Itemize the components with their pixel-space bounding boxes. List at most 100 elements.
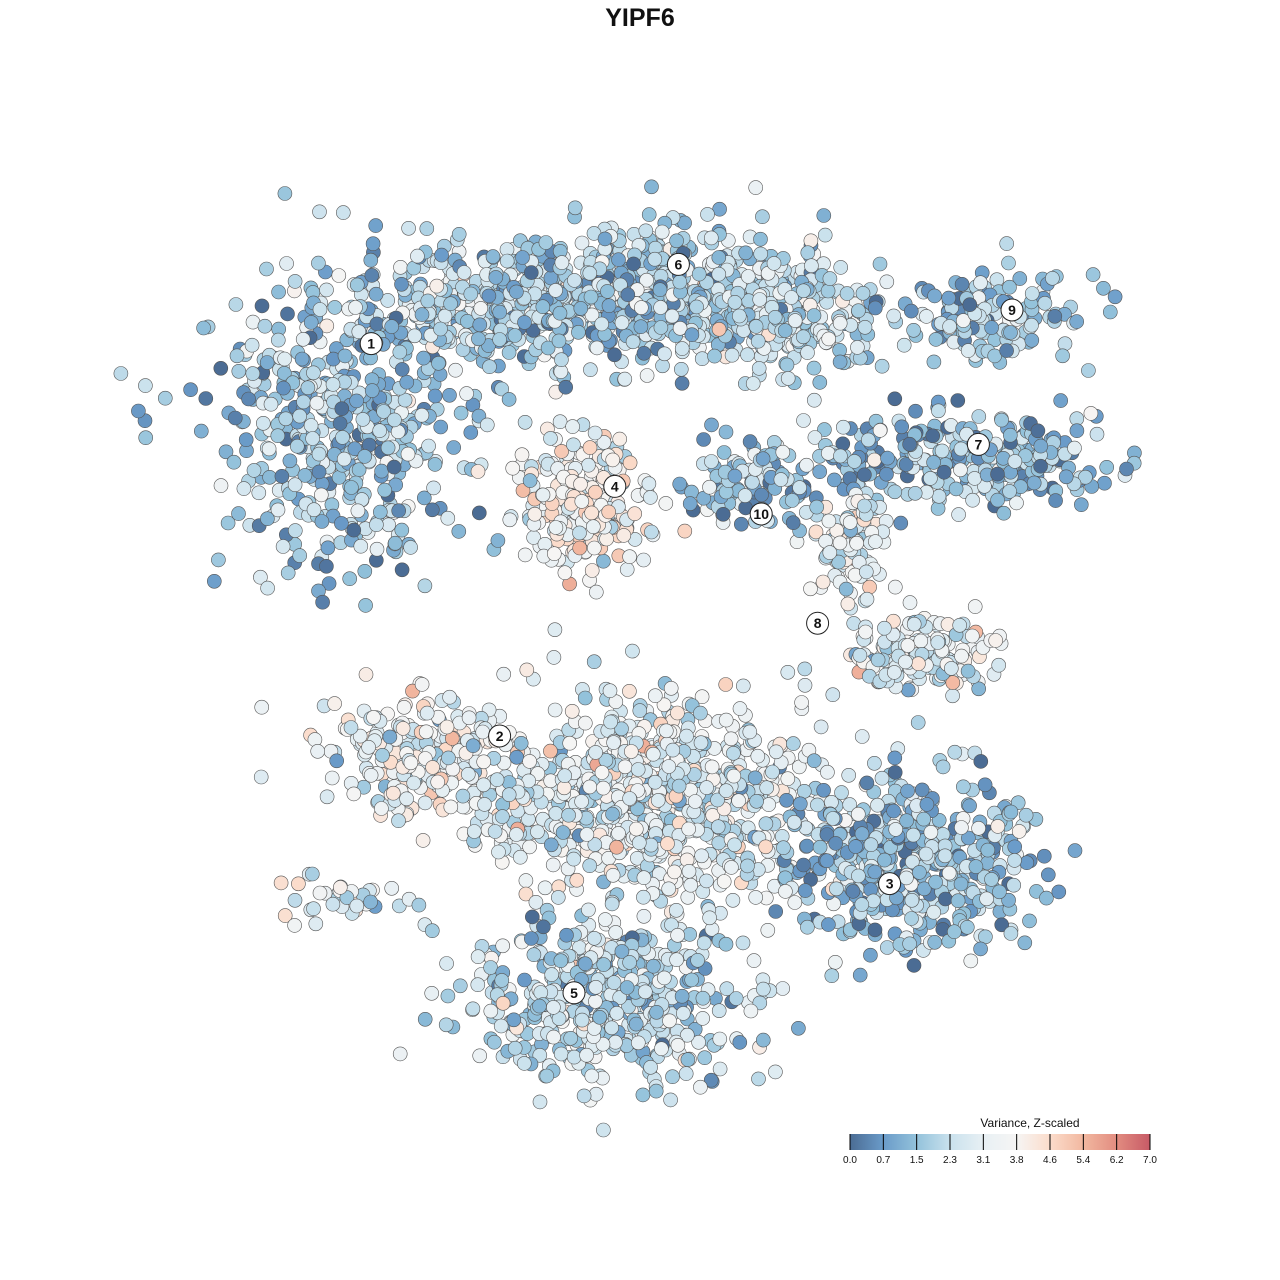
data-point bbox=[628, 1016, 644, 1032]
data-point bbox=[546, 650, 562, 665]
data-point bbox=[530, 824, 545, 840]
data-point bbox=[207, 573, 222, 589]
data-point bbox=[213, 478, 229, 493]
data-point bbox=[482, 359, 497, 375]
data-point bbox=[950, 893, 966, 909]
data-point bbox=[851, 868, 866, 884]
data-point bbox=[900, 682, 916, 698]
data-point bbox=[244, 337, 260, 353]
data-point bbox=[538, 235, 554, 250]
data-point bbox=[732, 701, 748, 716]
data-point bbox=[930, 635, 946, 650]
data-point bbox=[463, 286, 479, 302]
data-point bbox=[796, 783, 812, 799]
data-point bbox=[332, 880, 348, 895]
data-point bbox=[1026, 475, 1042, 491]
data-point bbox=[416, 350, 431, 366]
data-point bbox=[810, 797, 825, 813]
data-point bbox=[451, 227, 467, 242]
data-point bbox=[588, 994, 603, 1009]
data-point bbox=[440, 988, 456, 1004]
data-point bbox=[611, 252, 626, 268]
data-point bbox=[767, 309, 783, 325]
data-point bbox=[809, 499, 825, 515]
data-point bbox=[470, 949, 486, 965]
data-point bbox=[643, 1060, 658, 1075]
data-point bbox=[306, 502, 322, 518]
data-point bbox=[350, 503, 366, 519]
data-point bbox=[735, 678, 751, 694]
data-point bbox=[417, 1011, 433, 1027]
data-point bbox=[655, 358, 670, 374]
data-point bbox=[795, 329, 811, 345]
data-point bbox=[849, 535, 865, 551]
data-point bbox=[287, 274, 303, 289]
data-point bbox=[393, 259, 408, 275]
data-point bbox=[400, 446, 416, 462]
data-point bbox=[677, 523, 693, 539]
data-point bbox=[558, 379, 574, 395]
data-point bbox=[391, 503, 407, 519]
data-point bbox=[439, 719, 455, 735]
data-point bbox=[218, 444, 234, 460]
data-point bbox=[672, 476, 688, 492]
data-point bbox=[941, 865, 957, 881]
data-point bbox=[311, 446, 327, 462]
data-point bbox=[596, 553, 611, 569]
data-point bbox=[363, 894, 378, 910]
data-point bbox=[1099, 459, 1114, 475]
data-point bbox=[973, 275, 988, 291]
data-point bbox=[501, 345, 517, 360]
data-point bbox=[824, 968, 840, 984]
data-point bbox=[486, 1034, 502, 1050]
data-point bbox=[1067, 843, 1083, 858]
data-point bbox=[420, 293, 436, 309]
data-point bbox=[278, 411, 294, 427]
data-point bbox=[636, 345, 652, 361]
data-point bbox=[632, 703, 648, 718]
data-point bbox=[1017, 935, 1033, 951]
data-point bbox=[231, 506, 246, 521]
data-point bbox=[991, 657, 1007, 673]
data-point bbox=[335, 430, 350, 445]
data-point bbox=[313, 487, 329, 503]
data-point bbox=[755, 451, 771, 467]
data-point bbox=[628, 821, 644, 837]
data-point bbox=[806, 392, 822, 408]
data-point bbox=[324, 770, 340, 786]
data-point bbox=[437, 308, 453, 324]
data-point bbox=[960, 343, 976, 358]
data-point bbox=[787, 895, 803, 910]
data-point bbox=[941, 290, 957, 306]
data-point bbox=[619, 980, 635, 995]
data-point bbox=[689, 299, 704, 315]
data-point bbox=[451, 524, 467, 539]
cluster-label: 1 bbox=[367, 336, 375, 352]
data-point bbox=[476, 777, 491, 793]
data-point bbox=[557, 768, 573, 784]
data-point bbox=[980, 842, 996, 858]
data-point bbox=[550, 890, 566, 905]
data-point bbox=[228, 297, 244, 312]
data-point bbox=[1045, 270, 1060, 286]
data-point bbox=[840, 596, 856, 612]
data-point bbox=[936, 464, 952, 480]
data-point bbox=[654, 1041, 669, 1056]
data-point bbox=[832, 315, 848, 331]
data-point bbox=[605, 806, 620, 822]
data-point bbox=[327, 300, 343, 315]
data-point bbox=[695, 990, 711, 1006]
data-point bbox=[369, 316, 385, 332]
data-point bbox=[639, 368, 655, 383]
data-point bbox=[751, 361, 767, 376]
data-point bbox=[968, 859, 984, 874]
data-point bbox=[1085, 267, 1101, 282]
data-point bbox=[826, 472, 842, 488]
data-point bbox=[584, 1068, 600, 1084]
data-point bbox=[380, 293, 396, 308]
data-point bbox=[605, 452, 621, 468]
data-point bbox=[472, 317, 488, 333]
data-point bbox=[973, 754, 989, 769]
data-point bbox=[822, 271, 838, 286]
